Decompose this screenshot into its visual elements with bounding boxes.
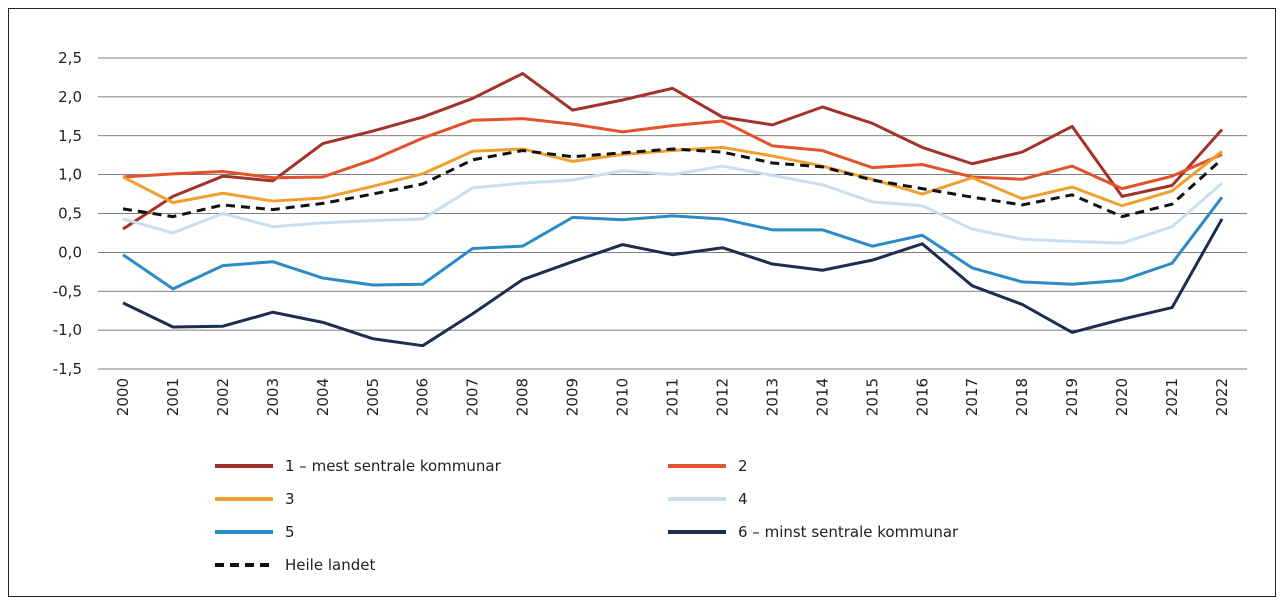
x-tick-label: 2010 [614,378,632,416]
x-tick-label: 2015 [863,378,881,416]
x-tick-label: 2006 [414,378,432,416]
legend-label: 5 [285,523,295,541]
x-tick-label: 2000 [114,378,132,416]
series-line [122,72,1224,231]
x-tick-label: 2007 [464,378,482,416]
x-tick-label: 2004 [314,378,332,416]
x-tick-label: 2009 [564,378,582,416]
frame [8,8,1276,597]
x-tick-label: 2005 [364,378,382,416]
x-tick-label: 2011 [664,378,682,416]
x-tick-label: 2013 [763,378,781,416]
y-tick-label: 0,0 [58,243,82,261]
series-line [122,145,1223,208]
series-line [122,164,1224,245]
x-tick-label: 2016 [913,378,931,416]
x-tick-label: 2008 [514,378,532,416]
y-tick-label: 1,5 [58,127,82,145]
y-tick-label: -1,5 [53,360,82,378]
series-line [122,147,1224,219]
x-tick-label: 2021 [1163,378,1181,416]
x-tick-label: 2012 [713,378,731,416]
series-line [122,117,1223,191]
legend-label: 4 [738,490,748,508]
legend-label: Heile landet [285,556,375,574]
x-tick-label: 2017 [963,378,981,416]
series-line [122,196,1224,291]
x-tick-label: 2014 [813,378,831,416]
x-tick-label: 2019 [1063,378,1081,416]
y-tick-label: -1,0 [53,321,82,339]
x-tick-label: 2022 [1213,378,1231,416]
x-tick-label: 2003 [264,378,282,416]
y-tick-label: -0,5 [53,282,82,300]
y-tick-label: 2,5 [58,49,82,67]
x-tick-label: 2018 [1013,378,1031,416]
x-tick-label: 2020 [1113,378,1131,416]
legend-label: 1 – mest sentrale kommunar [285,457,502,475]
legend-label: 6 – minst sentrale kommunar [738,523,959,541]
x-tick-label: 2002 [214,378,232,416]
legend-label: 3 [285,490,295,508]
y-tick-label: 2,0 [58,88,82,106]
y-tick-label: 1,0 [58,166,82,184]
legend-label: 2 [738,457,748,475]
y-tick-label: 0,5 [58,205,82,223]
x-tick-label: 2001 [164,378,182,416]
series-line [122,218,1224,348]
